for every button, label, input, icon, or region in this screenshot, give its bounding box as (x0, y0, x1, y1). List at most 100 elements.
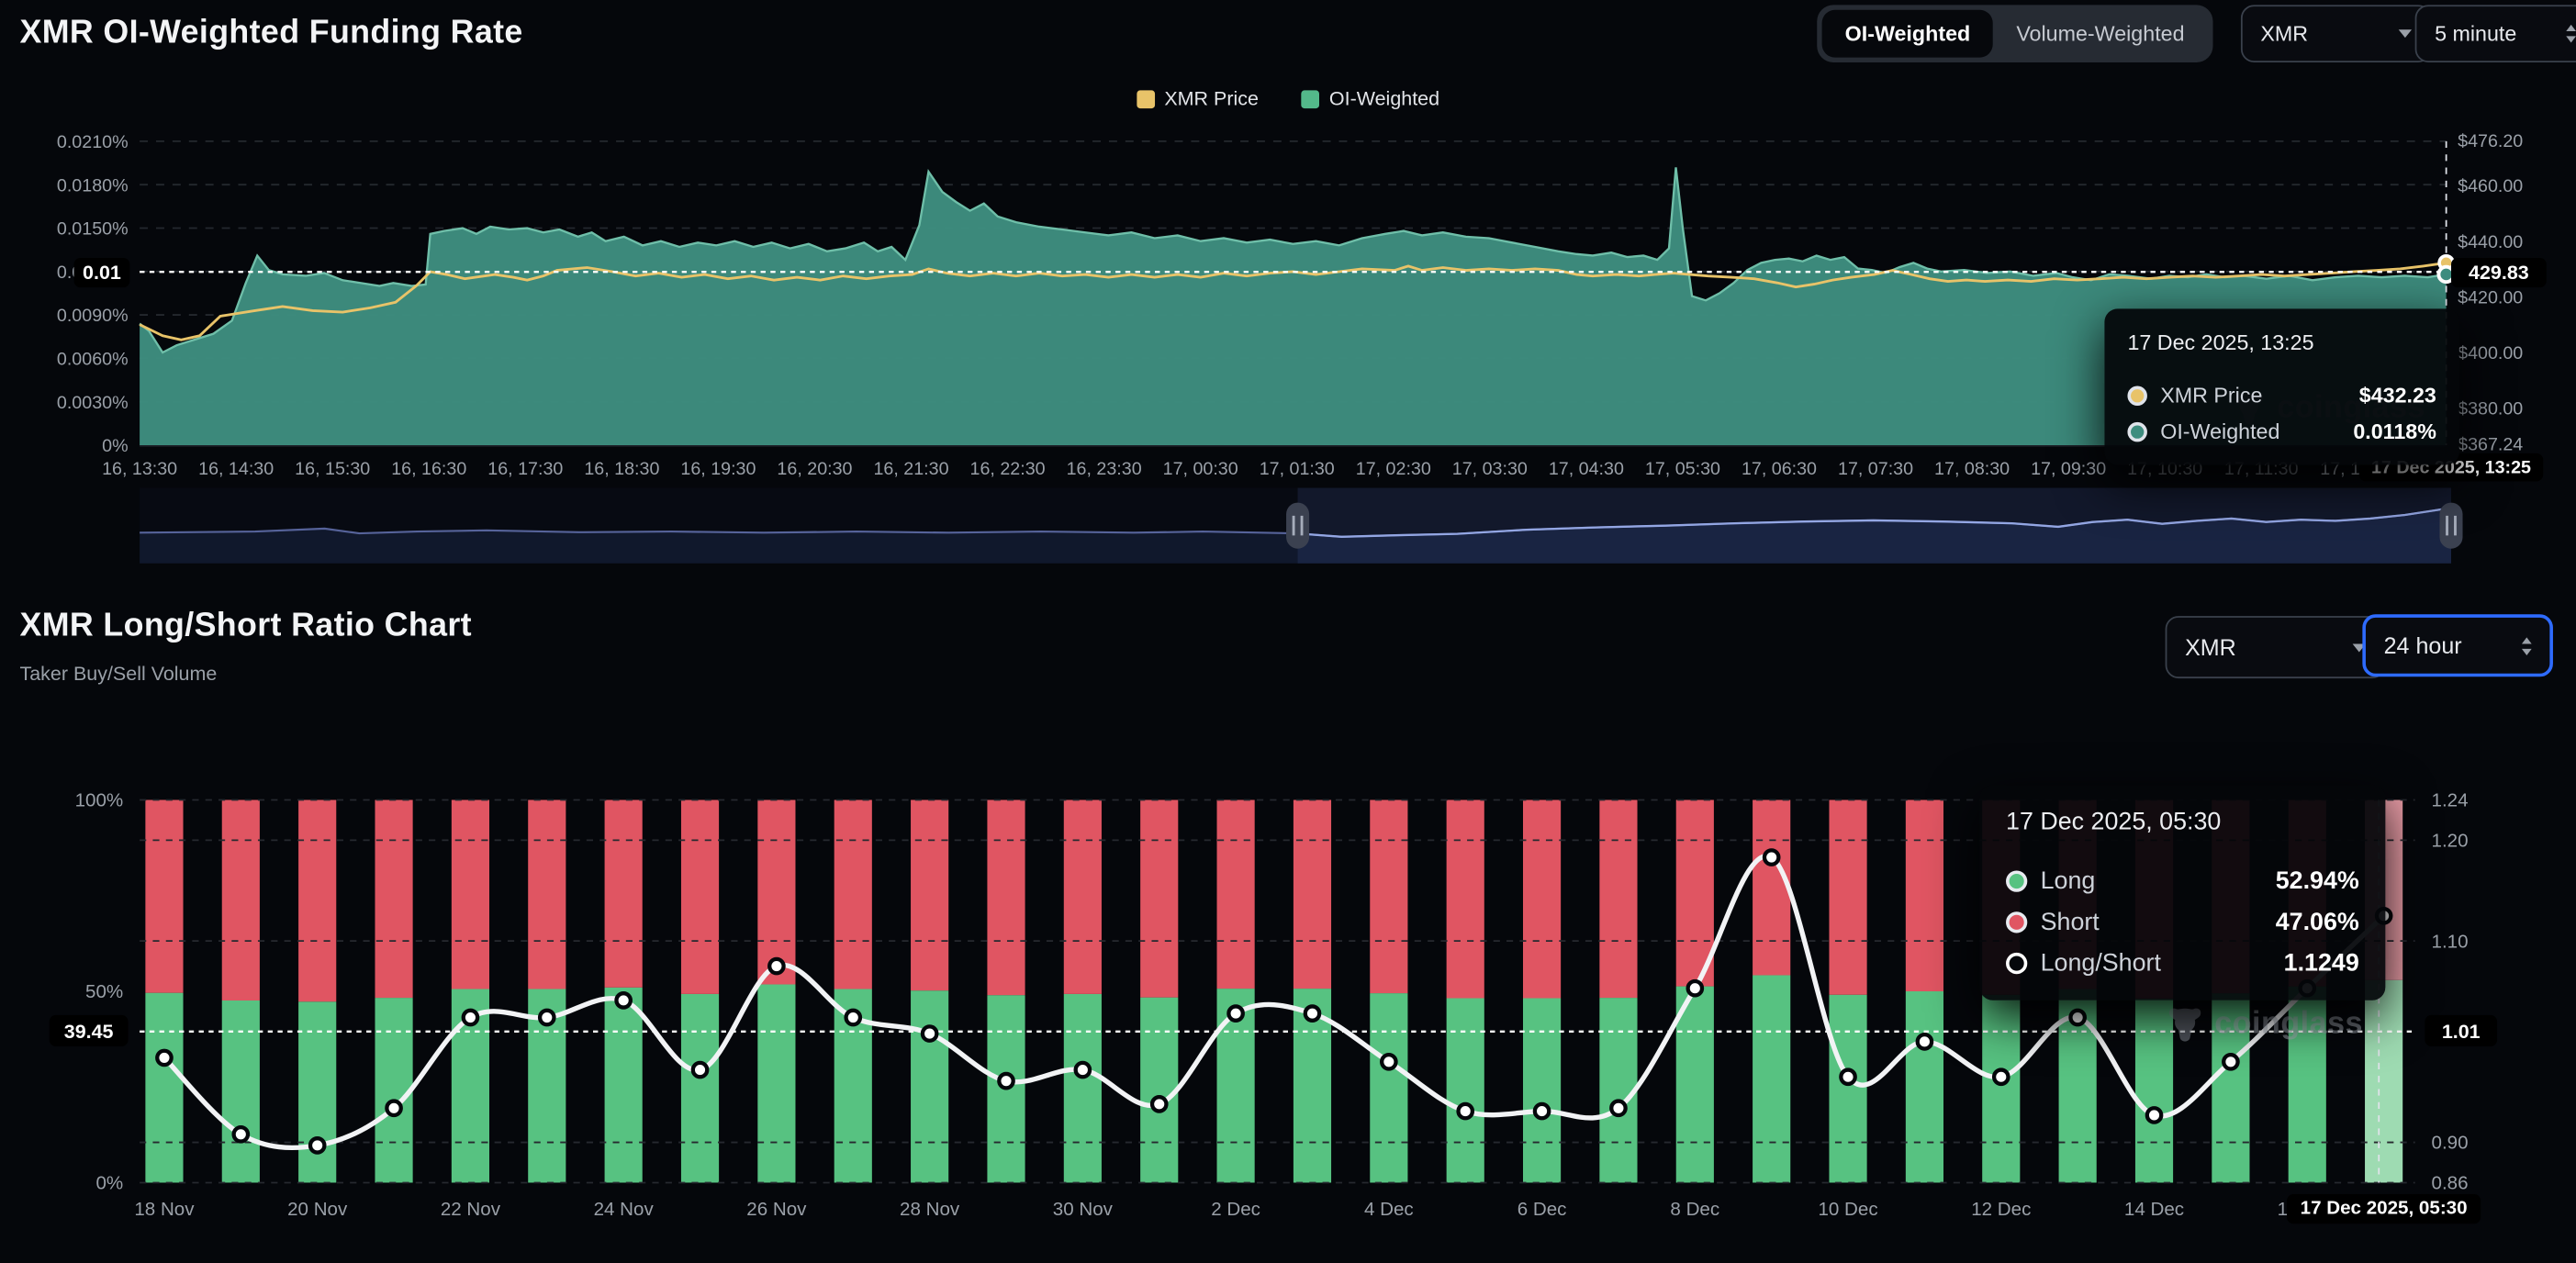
ls-tooltip-long-label: Long (2040, 866, 2096, 896)
long-bar[interactable] (1753, 975, 1791, 1183)
short-bar[interactable] (1675, 799, 1714, 987)
funding-rate-chart[interactable]: 0%0.0030%0.0060%0.0090%0.0120%0.0150%0.0… (0, 118, 2576, 488)
long-bar[interactable] (1446, 998, 1484, 1183)
funding-right-tick: $367.24 (2458, 434, 2523, 454)
ratio-marker[interactable] (1609, 1099, 1628, 1118)
short-bar[interactable] (911, 799, 949, 991)
long-bar[interactable] (1675, 986, 1714, 1183)
ls-right-tick: 0.90 (2432, 1133, 2469, 1154)
short-bar[interactable] (145, 799, 184, 993)
ratio-marker[interactable] (1226, 1004, 1245, 1023)
ratio-marker[interactable] (690, 1060, 710, 1079)
long-bar[interactable] (757, 984, 796, 1183)
long-bar[interactable] (2134, 998, 2174, 1183)
ratio-marker[interactable] (231, 1124, 251, 1144)
ratio-marker[interactable] (537, 1008, 556, 1027)
long-bar[interactable] (1370, 993, 1408, 1183)
ratio-marker[interactable] (385, 1099, 403, 1118)
ratio-marker[interactable] (2068, 1008, 2087, 1027)
ratio-marker[interactable] (1149, 1095, 1169, 1113)
short-bar[interactable] (1140, 799, 1179, 998)
short-bar[interactable] (1216, 799, 1255, 989)
short-bar[interactable] (1293, 799, 1332, 989)
legend-item-oi[interactable]: OI-Weighted (1301, 87, 1439, 110)
long-bar[interactable] (1522, 998, 1562, 1183)
long-bar[interactable] (1140, 997, 1179, 1183)
short-bar[interactable] (298, 799, 337, 1002)
ratio-marker[interactable] (1686, 978, 1705, 998)
short-bar[interactable] (1063, 799, 1102, 994)
ratio-marker[interactable] (844, 1008, 863, 1027)
ratio-marker[interactable] (920, 1024, 939, 1043)
interval-select-bottom[interactable]: 24 hour (2362, 614, 2553, 677)
ratio-marker[interactable] (614, 991, 633, 1010)
ratio-marker[interactable] (2145, 1106, 2164, 1124)
long-bar[interactable] (680, 993, 720, 1183)
ratio-marker[interactable] (1073, 1060, 1092, 1079)
long-bar[interactable] (2288, 986, 2326, 1183)
short-bar[interactable] (680, 799, 720, 994)
funding-tooltip: 17 Dec 2025, 13:25 XMR Price $432.23 OI-… (2104, 308, 2459, 465)
volume-weighted-tab[interactable]: Volume-Weighted (1993, 10, 2207, 58)
ratio-marker[interactable] (1379, 1052, 1398, 1071)
ratio-marker[interactable] (2222, 1052, 2240, 1071)
ratio-marker[interactable] (155, 1048, 174, 1067)
ratio-marker[interactable] (1915, 1033, 1934, 1051)
short-bar[interactable] (1446, 799, 1484, 999)
symbol-select-bottom[interactable]: XMR (2165, 616, 2386, 679)
ratio-marker[interactable] (1762, 848, 1781, 866)
oi-weighted-tab[interactable]: OI-Weighted (1821, 9, 1994, 58)
short-bar[interactable] (451, 799, 490, 989)
stepper-icon (2566, 24, 2576, 43)
ratio-marker[interactable] (1456, 1101, 1475, 1121)
navigator-handle[interactable] (1286, 502, 1310, 549)
short-bar[interactable] (834, 799, 872, 989)
ratio-marker[interactable] (308, 1136, 327, 1155)
ratio-marker[interactable] (1839, 1067, 1857, 1087)
ls-axis-pointer-x: 17 Dec 2025, 05:30 (2287, 1193, 2481, 1224)
longshort-chart-subtitle: Taker Buy/Sell Volume (19, 662, 218, 686)
short-bar[interactable] (1599, 799, 1638, 999)
long-bar[interactable] (1982, 994, 2021, 1183)
long-bar[interactable] (1063, 993, 1102, 1183)
short-bar[interactable] (1829, 799, 1867, 995)
long-bar[interactable] (375, 998, 413, 1183)
long-bar[interactable] (1905, 990, 1943, 1183)
long-bar[interactable] (1599, 998, 1638, 1183)
ratio-marker[interactable] (1991, 1067, 2010, 1087)
short-bar[interactable] (221, 799, 260, 1000)
long-bar[interactable] (221, 1000, 260, 1183)
short-bar[interactable] (1370, 799, 1408, 994)
long-bar[interactable] (2365, 979, 2403, 1183)
ls-tooltip-short-label: Short (2040, 908, 2100, 937)
short-bar[interactable] (528, 799, 566, 989)
symbol-select-top[interactable]: XMR (2240, 5, 2432, 63)
ls-tooltip-ratio-label: Long/Short (2040, 949, 2161, 978)
coinglass-bull-icon (2168, 1008, 2201, 1042)
long-bar[interactable] (604, 987, 643, 1183)
zoom-navigator[interactable] (0, 486, 2576, 565)
funding-x-tick: 16, 20:30 (777, 459, 852, 479)
long-bar[interactable] (1829, 994, 1867, 1183)
navigator-handle[interactable] (2439, 502, 2463, 549)
funding-x-tick: 17, 03:30 (1452, 459, 1528, 479)
interval-select-top[interactable]: 5 minute (2414, 5, 2576, 63)
ratio-marker[interactable] (1303, 1004, 1322, 1023)
short-bar[interactable] (1522, 799, 1562, 999)
short-bar[interactable] (987, 799, 1025, 996)
short-bar[interactable] (1905, 799, 1943, 991)
short-bar[interactable] (604, 799, 643, 988)
long-bar[interactable] (298, 1001, 337, 1183)
short-bar[interactable] (757, 799, 796, 985)
short-bar[interactable] (1753, 799, 1791, 976)
long-bar[interactable] (2212, 993, 2250, 1183)
long-bar[interactable] (145, 992, 184, 1183)
ratio-marker[interactable] (461, 1008, 480, 1027)
ratio-marker[interactable] (767, 956, 786, 976)
long-bar[interactable] (911, 990, 949, 1183)
short-bar[interactable] (375, 799, 413, 999)
ratio-marker[interactable] (1532, 1101, 1551, 1121)
funding-x-tick: 16, 19:30 (680, 459, 756, 479)
legend-item-price[interactable]: XMR Price (1136, 87, 1259, 110)
ratio-marker[interactable] (997, 1071, 1015, 1090)
